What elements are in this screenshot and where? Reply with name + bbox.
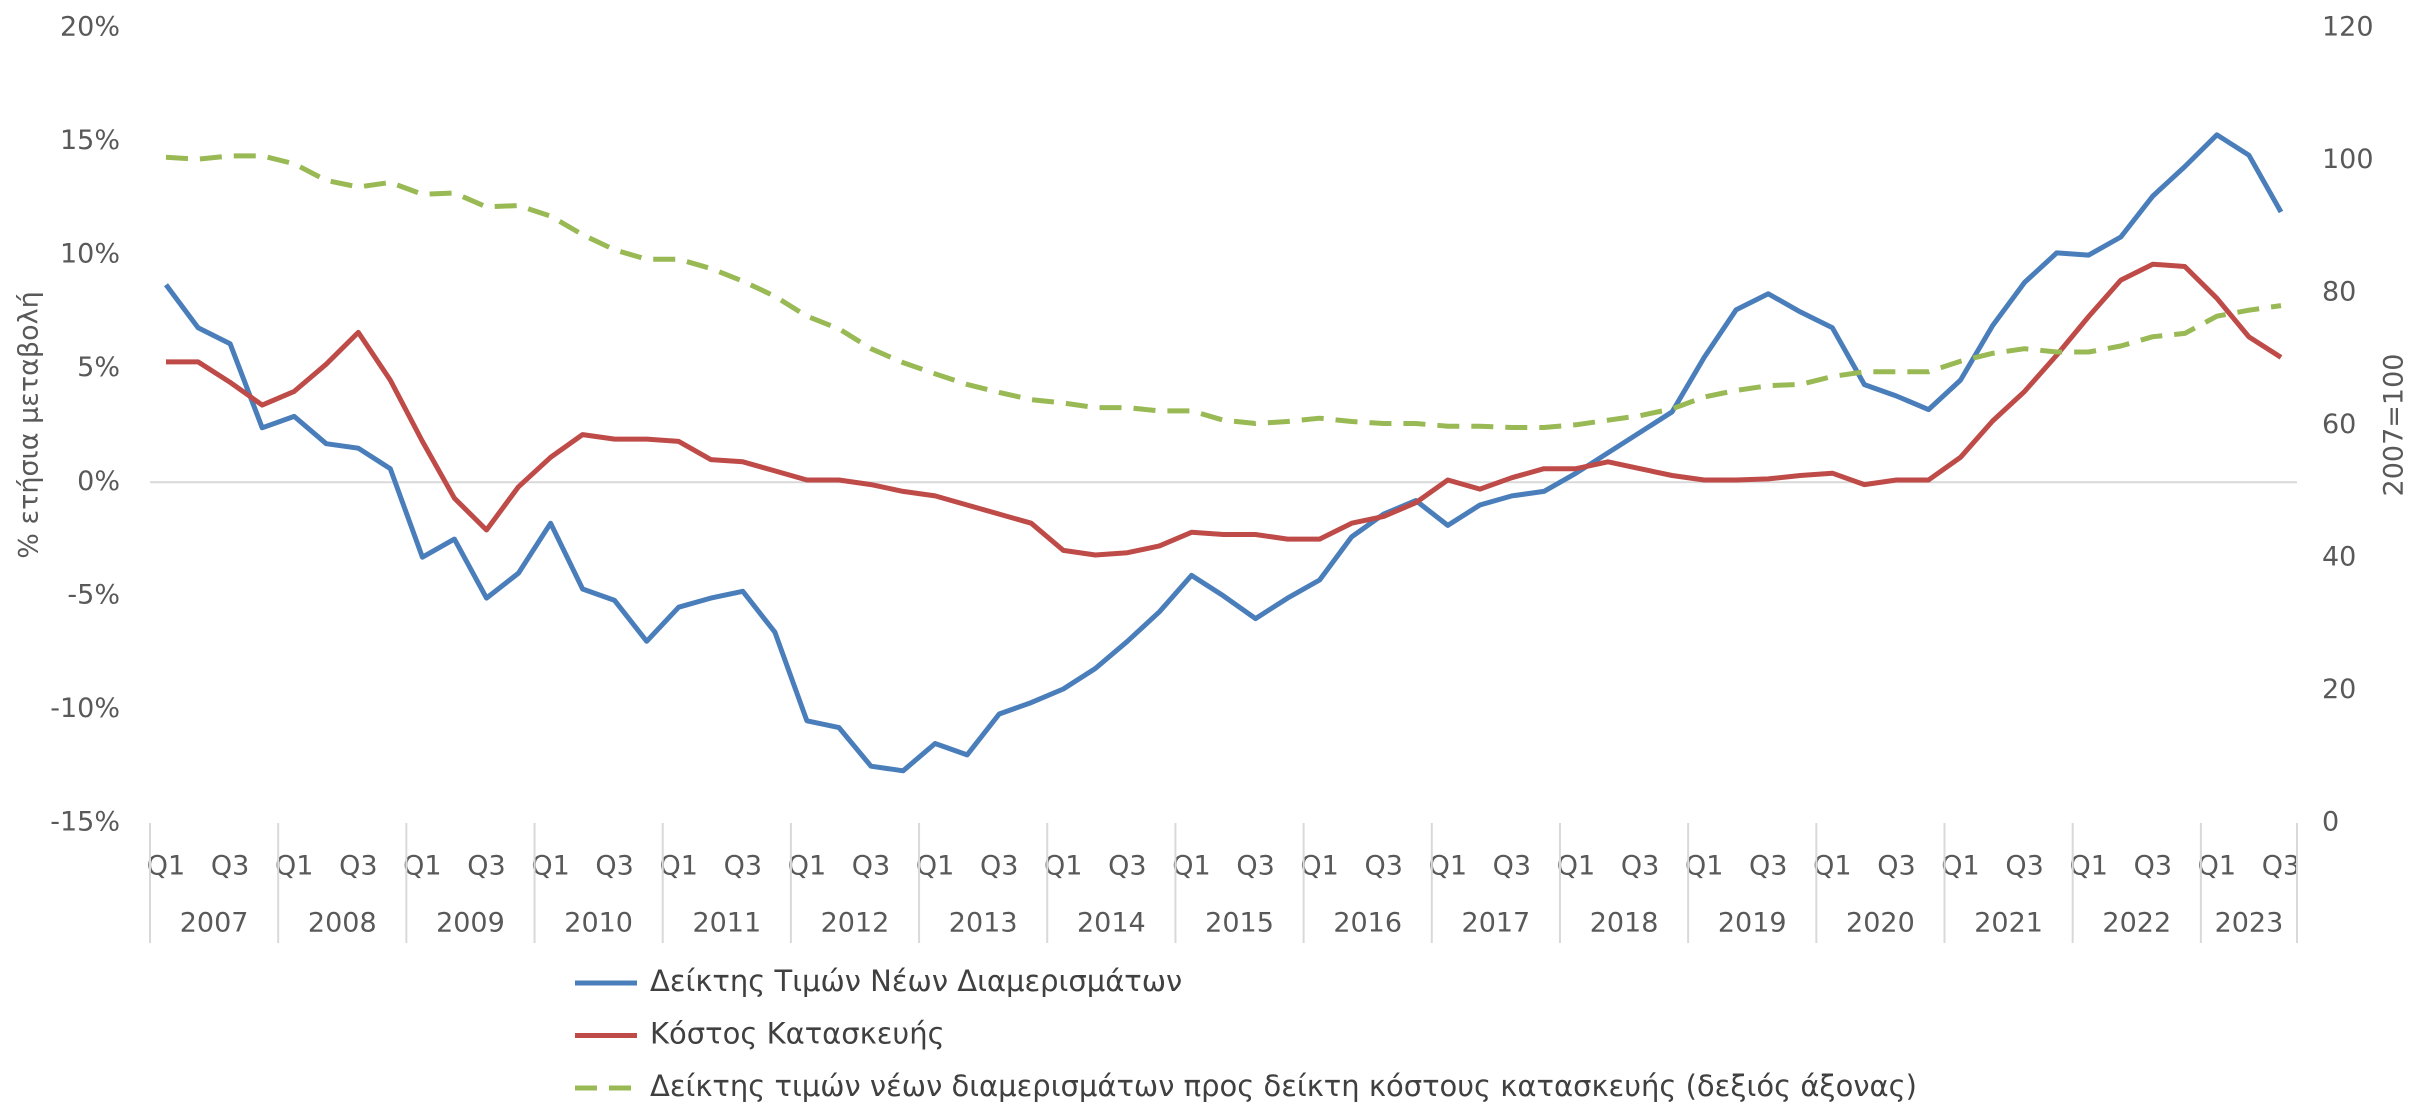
x-tick-label: Q1 bbox=[1429, 851, 1467, 882]
y2-tick-label: 100 bbox=[2322, 144, 2374, 175]
x-tick-label: Q1 bbox=[403, 851, 441, 882]
x-tick-label: Q3 bbox=[724, 851, 762, 882]
y-tick-label: 20% bbox=[60, 12, 120, 43]
y2-tick-label: 0 bbox=[2322, 807, 2339, 838]
y2-tick-label: 20 bbox=[2322, 674, 2356, 705]
y-axis-title: % ετήσια μεταβολή bbox=[14, 291, 45, 559]
x-tick-label: Q3 bbox=[339, 851, 377, 882]
x-group-label: 2010 bbox=[564, 908, 633, 939]
x-group-label: 2018 bbox=[1590, 908, 1659, 939]
x-tick-label: Q3 bbox=[1749, 851, 1787, 882]
y2-axis-title: 2007=100 bbox=[2379, 354, 2410, 497]
x-tick-label: Q1 bbox=[1300, 851, 1338, 882]
x-tick-label: Q1 bbox=[660, 851, 698, 882]
x-tick-label: Q3 bbox=[1621, 851, 1659, 882]
y-tick-label: -5% bbox=[67, 579, 120, 610]
x-group-label: 2013 bbox=[949, 908, 1018, 939]
x-tick-label: Q3 bbox=[980, 851, 1018, 882]
x-group-label: 2009 bbox=[436, 908, 505, 939]
y-tick-label: 15% bbox=[60, 125, 120, 156]
x-group-label: 2016 bbox=[1333, 908, 1402, 939]
x-tick-label: Q3 bbox=[1108, 851, 1146, 882]
legend-label: Δείκτης τιμών νέων διαμερισμάτων προς δε… bbox=[650, 1069, 1917, 1103]
x-group-label: 2011 bbox=[692, 908, 761, 939]
y-tick-label: 5% bbox=[77, 352, 120, 383]
y-tick-label: -10% bbox=[50, 693, 120, 724]
x-group-label: 2022 bbox=[2102, 908, 2171, 939]
x-tick-label: Q3 bbox=[595, 851, 633, 882]
y-tick-label: -15% bbox=[50, 807, 120, 838]
x-group-label: 2015 bbox=[1205, 908, 1274, 939]
x-tick-label: Q1 bbox=[275, 851, 313, 882]
x-group-label: 2008 bbox=[308, 908, 377, 939]
x-group-label: 2019 bbox=[1718, 908, 1787, 939]
x-group-label: 2014 bbox=[1077, 908, 1146, 939]
x-group-label: 2017 bbox=[1462, 908, 1531, 939]
x-tick-label: Q3 bbox=[2005, 851, 2043, 882]
x-tick-label: Q3 bbox=[2134, 851, 2172, 882]
x-tick-label: Q3 bbox=[1365, 851, 1403, 882]
x-tick-label: Q1 bbox=[1941, 851, 1979, 882]
x-tick-label: Q1 bbox=[1044, 851, 1082, 882]
x-tick-label: Q1 bbox=[531, 851, 569, 882]
x-group-label: 2023 bbox=[2215, 908, 2284, 939]
x-tick-label: Q3 bbox=[852, 851, 890, 882]
x-tick-label: Q3 bbox=[1236, 851, 1274, 882]
y-tick-label: 0% bbox=[77, 466, 120, 497]
legend-label: Δείκτης Τιμών Νέων Διαμερισμάτων bbox=[650, 964, 1182, 998]
y-tick-label: 10% bbox=[60, 239, 120, 270]
x-tick-label: Q3 bbox=[1877, 851, 1915, 882]
series-line bbox=[165, 153, 2282, 430]
x-group-label: 2020 bbox=[1846, 908, 1915, 939]
x-tick-label: Q3 bbox=[1493, 851, 1531, 882]
x-tick-label: Q1 bbox=[1557, 851, 1595, 882]
x-tick-label: Q1 bbox=[1813, 851, 1851, 882]
x-group-label: 2007 bbox=[180, 908, 249, 939]
y2-tick-label: 80 bbox=[2322, 277, 2356, 308]
x-tick-label: Q1 bbox=[916, 851, 954, 882]
x-tick-label: Q1 bbox=[147, 851, 185, 882]
x-tick-label: Q1 bbox=[2069, 851, 2107, 882]
y2-tick-label: 40 bbox=[2322, 542, 2356, 573]
x-group-label: 2012 bbox=[821, 908, 890, 939]
x-tick-label: Q1 bbox=[1685, 851, 1723, 882]
series-line bbox=[166, 261, 2283, 558]
x-tick-label: Q3 bbox=[2262, 851, 2300, 882]
series-line bbox=[163, 132, 2284, 774]
y2-tick-label: 60 bbox=[2322, 409, 2356, 440]
x-group-label: 2021 bbox=[1974, 908, 2043, 939]
x-tick-label: Q3 bbox=[211, 851, 249, 882]
x-tick-label: Q3 bbox=[467, 851, 505, 882]
x-tick-label: Q1 bbox=[2198, 851, 2236, 882]
y2-tick-label: 120 bbox=[2322, 12, 2374, 43]
x-tick-label: Q1 bbox=[1172, 851, 1210, 882]
x-tick-label: Q1 bbox=[788, 851, 826, 882]
legend-label: Κόστος Κατασκευής bbox=[650, 1017, 945, 1051]
